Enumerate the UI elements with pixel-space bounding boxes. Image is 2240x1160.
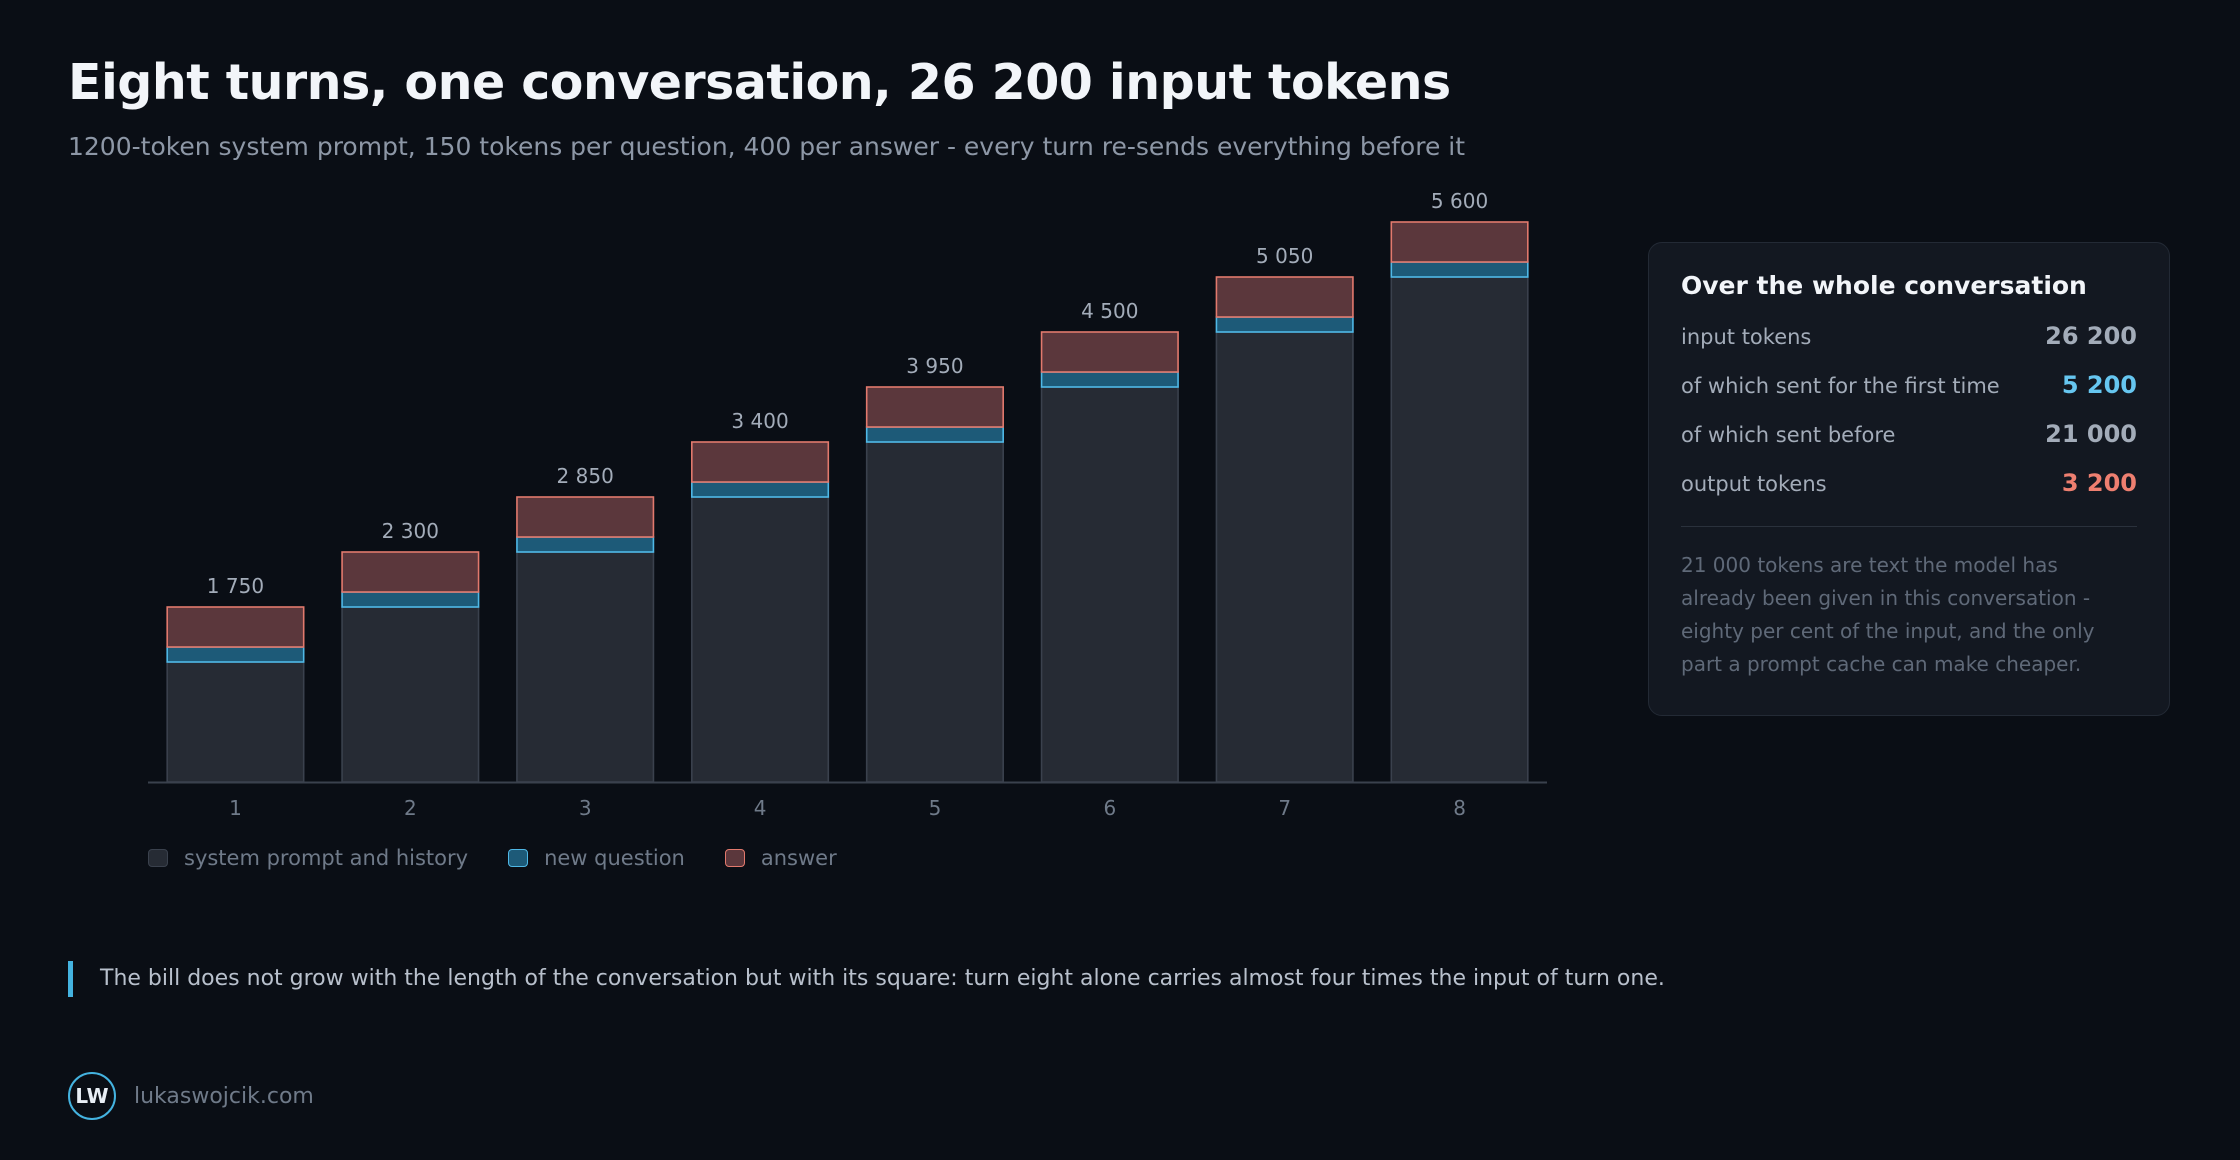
bar-segment-answer	[166, 606, 305, 648]
bar-segment-answer	[691, 441, 830, 483]
legend-label-question: new question	[544, 846, 685, 870]
panel-divider	[1681, 526, 2137, 527]
bar-segment-question	[516, 536, 655, 553]
bar-segment-question	[341, 591, 480, 608]
bar-segment-question	[166, 646, 305, 663]
bar-segment-history	[865, 441, 1004, 783]
stat-label: input tokens	[1681, 325, 1812, 349]
x-tick-label: 3	[579, 796, 592, 820]
stat-label: of which sent before	[1681, 423, 1896, 447]
x-tick-label: 1	[229, 796, 242, 820]
bar-segment-answer	[1390, 221, 1529, 263]
stat-row-sent-before: of which sent before 21 000	[1681, 420, 2137, 469]
bar-total-label: 1 750	[207, 574, 264, 598]
x-tick-label: 7	[1278, 796, 1291, 820]
bar-total-label: 3 950	[906, 354, 963, 378]
legend-item-question: new question	[508, 846, 685, 870]
bar-segment-answer	[516, 496, 655, 538]
bar-segment-history	[166, 661, 305, 783]
bar-segment-question	[1040, 371, 1179, 388]
bar-segment-answer	[341, 551, 480, 593]
legend-item-history: system prompt and history	[148, 846, 468, 870]
bar-total-label: 3 400	[731, 409, 788, 433]
legend-label-history: system prompt and history	[184, 846, 469, 870]
bar-total-label: 2 850	[557, 464, 614, 488]
chart-legend: system prompt and history new question a…	[148, 846, 877, 870]
site-link[interactable]: lukaswojcik.com	[134, 1083, 314, 1109]
bar-segment-answer	[1040, 331, 1179, 373]
bar-segment-history	[691, 496, 830, 783]
logo: LW	[68, 1072, 116, 1120]
bar-segment-history	[1215, 331, 1354, 783]
stat-value: 21 000	[2045, 420, 2137, 448]
stat-row-output-tokens: output tokens 3 200	[1681, 469, 2137, 518]
stat-label: of which sent for the first time	[1681, 374, 2000, 398]
legend-item-answer: answer	[724, 846, 837, 870]
stat-row-first-time: of which sent for the first time 5 200	[1681, 371, 2137, 420]
bar-segment-answer	[1215, 276, 1354, 318]
summary-panel: Over the whole conversation input tokens…	[1648, 242, 2170, 716]
chart-subtitle: 1200-token system prompt, 150 tokens per…	[68, 132, 1466, 161]
bar-segment-history	[1040, 386, 1179, 783]
legend-label-answer: answer	[760, 846, 837, 870]
x-tick-label: 4	[754, 796, 767, 820]
bar-segment-history	[1390, 276, 1529, 783]
footer: LW lukaswojcik.com	[68, 1072, 314, 1120]
callout-note: The bill does not grow with the length o…	[68, 961, 1665, 997]
x-tick-label: 6	[1103, 796, 1116, 820]
bar-total-label: 4 500	[1081, 299, 1138, 323]
stacked-bar-chart: 1 750 1 2 300 2 2 850 3 3 400 4 3 950 5 4 500 6 5 05…	[148, 189, 1547, 820]
bar-total-label: 5 600	[1431, 189, 1488, 213]
chart-title: Eight turns, one conversation, 26 200 in…	[68, 54, 1451, 111]
bar-segment-history	[516, 551, 655, 783]
stat-value: 3 200	[2061, 469, 2137, 497]
x-tick-label: 5	[929, 796, 942, 820]
bar-segment-question	[1390, 261, 1529, 278]
bar-total-label: 2 300	[382, 519, 439, 543]
stat-label: output tokens	[1681, 472, 1827, 496]
panel-title: Over the whole conversation	[1681, 271, 2087, 300]
panel-note: 21 000 tokens are text the model has alr…	[1681, 553, 2095, 676]
bar-segment-answer	[865, 386, 1004, 428]
x-tick-label: 8	[1453, 796, 1466, 820]
bar-segment-question	[1215, 316, 1354, 333]
bar-segment-question	[865, 426, 1004, 443]
stat-row-input-tokens: input tokens 26 200	[1681, 322, 2137, 371]
bar-segment-question	[691, 481, 830, 498]
stat-value: 5 200	[2061, 371, 2137, 399]
x-tick-label: 2	[404, 796, 417, 820]
legend-swatch-history	[148, 849, 168, 867]
stat-value: 26 200	[2045, 322, 2137, 350]
bar-segment-history	[341, 606, 480, 783]
legend-swatch-answer	[724, 849, 745, 867]
bar-total-label: 5 050	[1256, 244, 1313, 268]
legend-swatch-question	[508, 849, 529, 867]
